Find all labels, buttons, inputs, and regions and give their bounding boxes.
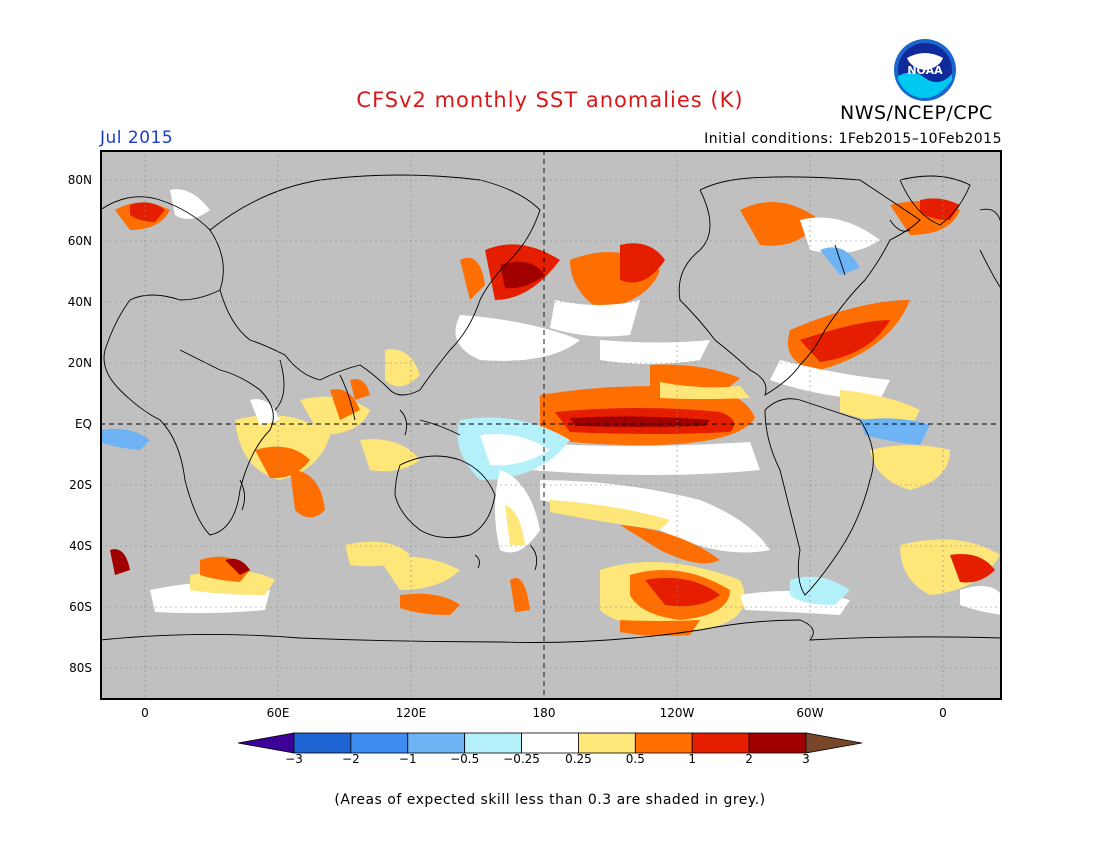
lon-label-60e: 60E	[266, 706, 290, 720]
color-scale-label: 0.25	[565, 752, 592, 766]
color-scale-label: 3	[802, 752, 810, 766]
lon-label-120w: 120W	[659, 706, 695, 720]
lat-label-60n: 60N	[67, 234, 92, 248]
lon-label-60w: 60W	[796, 706, 824, 720]
color-scale-cell	[464, 732, 522, 754]
organization-label: NWS/NCEP/CPC	[840, 102, 993, 124]
color-scale-label: −0.25	[503, 752, 540, 766]
color-scale-cells	[238, 732, 862, 754]
color-scale-label: −3	[285, 752, 303, 766]
lat-label-40s: 40S	[69, 539, 92, 553]
initial-conditions-label: Initial conditions: 1Feb2015–10Feb2015	[704, 131, 1002, 147]
map-title: CFSv2 monthly SST anomalies (K)	[356, 88, 744, 112]
coastlines	[100, 174, 1002, 643]
noaa-logo: NOAA	[894, 39, 956, 101]
lat-label-20n: 20N	[67, 356, 92, 370]
color-scale-bar	[238, 732, 862, 754]
color-scale-label: −2	[342, 752, 360, 766]
color-scale-label: −1	[398, 752, 417, 766]
color-scale-cell	[350, 732, 409, 754]
lon-label-0-east: 0	[939, 706, 947, 720]
color-scale-cell	[521, 732, 579, 754]
color-scale-label: −0.5	[450, 752, 480, 766]
color-scale-label: 0.5	[625, 752, 645, 766]
lat-label-eq: EQ	[74, 417, 92, 431]
color-scale-cell	[293, 732, 352, 754]
skill-footnote: (Areas of expected skill less than 0.3 a…	[334, 792, 766, 808]
anomaly-fields	[100, 189, 1002, 636]
color-scale-cell	[805, 732, 862, 754]
lat-label-20s: 20S	[69, 478, 92, 492]
lat-label-80n: 80N	[67, 173, 92, 187]
color-scale-cell	[407, 732, 466, 754]
logo-text: NOAA	[907, 64, 943, 77]
color-scale-cell	[748, 732, 807, 754]
color-scale-cell	[238, 732, 295, 754]
lon-label-120e: 120E	[395, 706, 427, 720]
color-scale-cell	[634, 732, 693, 754]
lat-label-80s: 80S	[69, 661, 92, 675]
lat-label-60s: 60S	[69, 600, 92, 614]
lon-label-180: 180	[532, 706, 556, 720]
lon-label-0: 0	[141, 706, 149, 720]
color-scale-label: 2	[745, 752, 753, 766]
graticule	[100, 150, 1002, 700]
map-frame	[100, 150, 1002, 700]
forecast-month: Jul 2015	[100, 128, 174, 148]
sst-anomaly-map	[100, 150, 1002, 700]
lat-label-40n: 40N	[67, 295, 92, 309]
color-scale-cell	[578, 732, 636, 754]
color-scale-cell	[691, 732, 750, 754]
color-scale-label: 1	[688, 752, 697, 766]
